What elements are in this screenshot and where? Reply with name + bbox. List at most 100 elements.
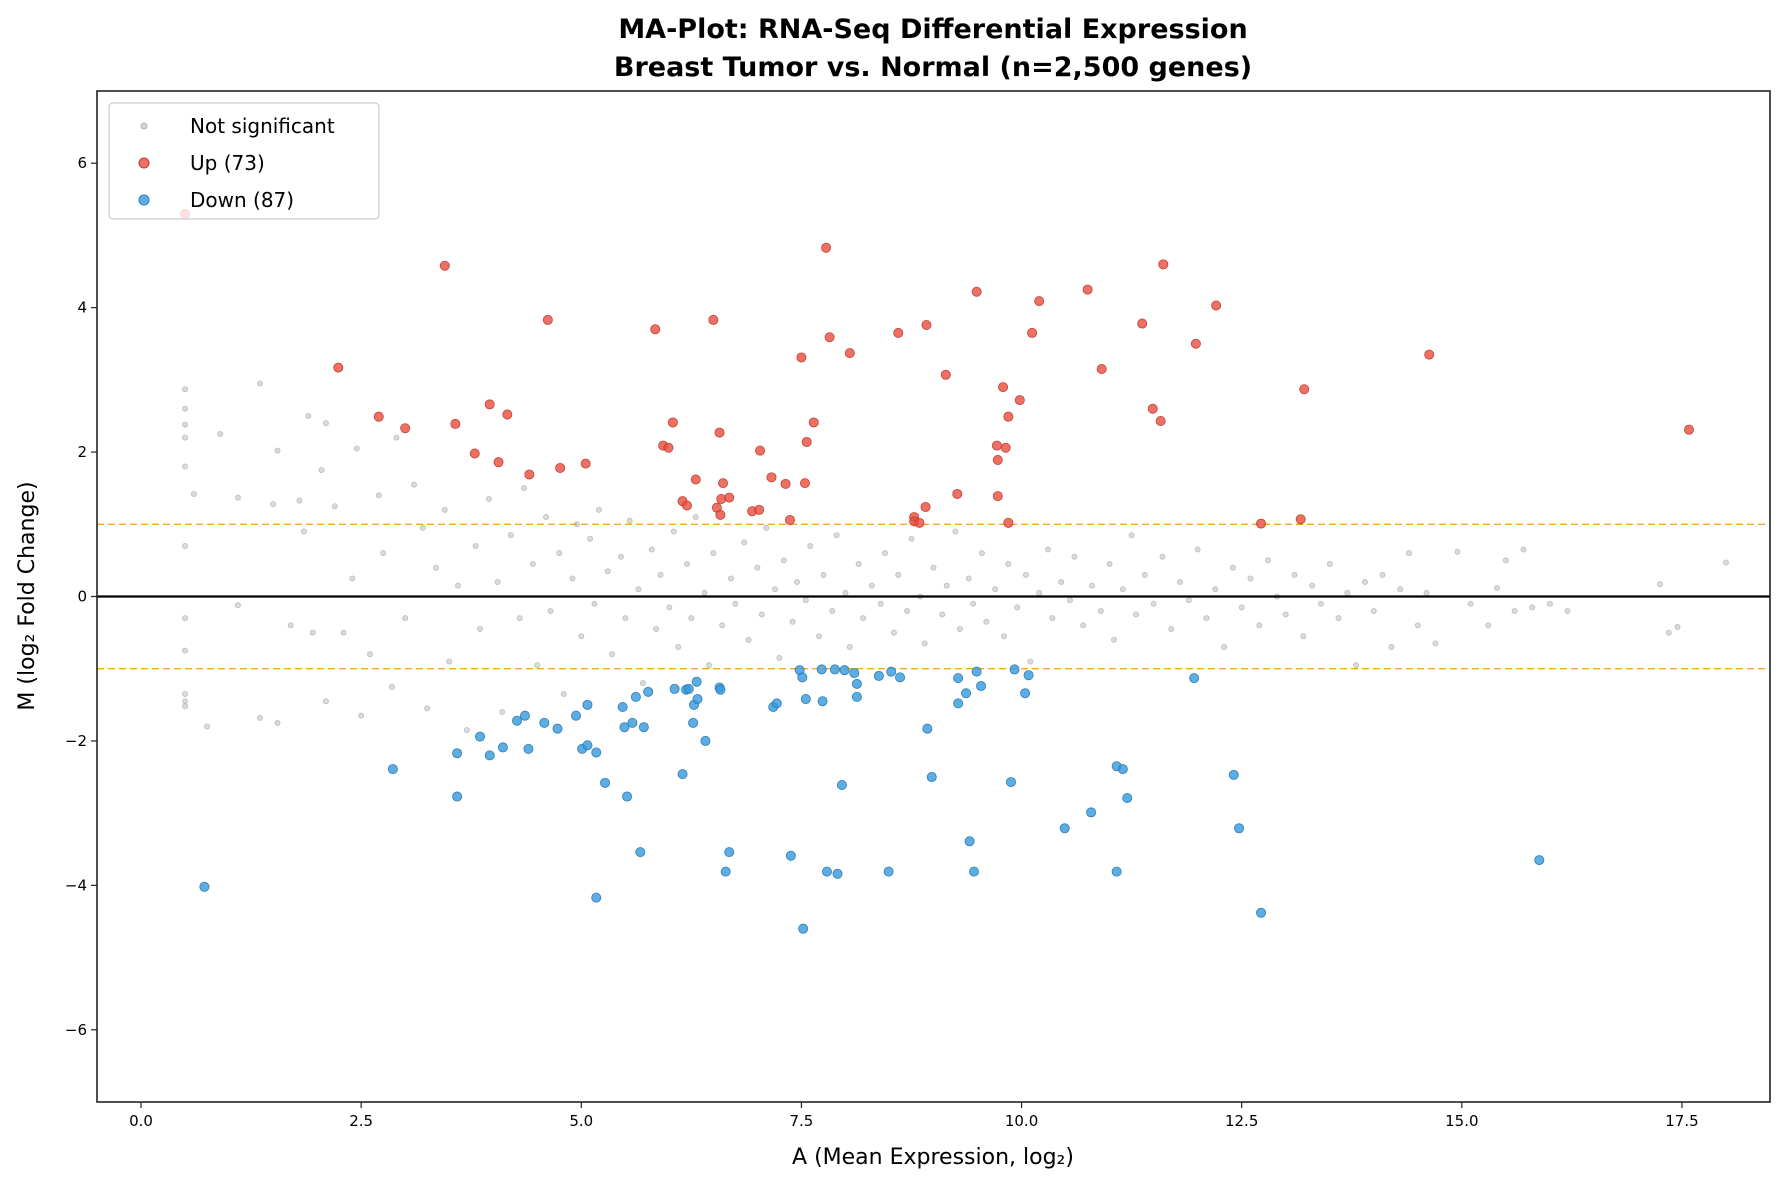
point-not-significant	[366, 651, 373, 658]
point-not-significant	[1177, 579, 1184, 586]
chart-title-line-2: Breast Tumor vs. Normal (n=2,500 genes)	[614, 52, 1252, 83]
x-tick-label: 2.5	[349, 1112, 373, 1130]
point-up	[484, 399, 495, 410]
point-not-significant	[182, 542, 189, 549]
point-down	[817, 696, 828, 707]
point-not-significant	[234, 494, 241, 501]
point-not-significant	[296, 497, 303, 504]
y-tick-label: −6	[65, 1021, 87, 1039]
point-up	[992, 455, 1003, 466]
legend-label-not-significant: Not significant	[190, 114, 335, 138]
point-not-significant	[952, 528, 959, 535]
point-not-significant	[1027, 658, 1034, 665]
point-up	[1299, 384, 1310, 395]
point-up	[715, 509, 726, 520]
point-not-significant	[604, 568, 611, 575]
point-down	[821, 866, 832, 877]
point-not-significant	[639, 680, 646, 687]
point-down	[829, 664, 840, 675]
point-not-significant	[578, 633, 585, 640]
point-not-significant	[710, 550, 717, 557]
point-up	[681, 500, 692, 511]
chart-title-line-1: MA-Plot: RNA-Seq Differential Expression	[618, 14, 1247, 45]
point-not-significant	[393, 434, 400, 441]
point-not-significant	[309, 629, 316, 636]
point-not-significant	[1529, 604, 1536, 611]
point-not-significant	[1000, 633, 1007, 640]
point-down	[971, 666, 982, 677]
point-down	[839, 665, 850, 676]
point-down	[630, 691, 641, 702]
point-not-significant	[1133, 611, 1140, 618]
point-not-significant	[573, 521, 580, 528]
point-not-significant	[1291, 571, 1298, 578]
point-up	[493, 457, 504, 468]
point-not-significant	[318, 467, 325, 474]
point-not-significant	[807, 542, 814, 549]
point-not-significant	[820, 571, 827, 578]
point-down	[1534, 855, 1545, 866]
point-not-significant	[1256, 622, 1263, 629]
point-not-significant	[190, 490, 197, 497]
point-down	[475, 731, 486, 742]
point-not-significant	[1454, 548, 1461, 555]
point-down	[683, 683, 694, 694]
point-down	[619, 722, 630, 733]
point-up	[524, 469, 535, 480]
legend: Not significant Up (73) Down (87)	[108, 102, 380, 220]
point-down	[961, 688, 972, 699]
point-not-significant	[1502, 557, 1509, 564]
point-not-significant	[1058, 579, 1065, 586]
point-up	[400, 423, 411, 434]
point-down	[895, 672, 906, 683]
point-not-significant	[402, 615, 409, 622]
point-not-significant	[1414, 622, 1421, 629]
point-not-significant	[595, 506, 602, 513]
point-not-significant	[1511, 607, 1518, 614]
point-up	[1082, 284, 1093, 295]
point-up	[766, 472, 777, 483]
point-up	[1683, 424, 1694, 435]
legend-marker-not-significant	[140, 122, 148, 130]
point-not-significant	[1379, 571, 1386, 578]
point-up	[1137, 318, 1148, 329]
point-not-significant	[234, 602, 241, 609]
point-not-significant	[182, 647, 189, 654]
point-not-significant	[1300, 633, 1307, 640]
point-not-significant	[1119, 586, 1126, 593]
point-down	[643, 686, 654, 697]
point-up	[1155, 416, 1166, 427]
point-down	[677, 769, 688, 780]
point-down	[964, 836, 975, 847]
point-not-significant	[419, 524, 426, 531]
point-not-significant	[1080, 622, 1087, 629]
point-not-significant	[494, 579, 501, 586]
point-not-significant	[890, 629, 897, 636]
point-not-significant	[1344, 589, 1351, 596]
point-up	[373, 411, 384, 422]
x-axis-label: A (Mean Expression, log₂)	[792, 1145, 1074, 1170]
legend-marker-down	[138, 194, 150, 206]
point-not-significant	[1071, 553, 1078, 560]
point-not-significant	[1353, 662, 1360, 669]
point-not-significant	[349, 575, 356, 582]
point-not-significant	[485, 496, 492, 503]
point-not-significant	[300, 528, 307, 535]
point-not-significant	[270, 501, 277, 508]
point-not-significant	[1141, 571, 1148, 578]
point-down	[582, 699, 593, 710]
point-down	[539, 717, 550, 728]
point-not-significant	[1520, 546, 1527, 553]
point-down	[1111, 866, 1122, 877]
point-not-significant	[441, 506, 448, 513]
point-not-significant	[1388, 644, 1395, 651]
series-up	[180, 208, 1694, 529]
point-not-significant	[1097, 607, 1104, 614]
point-up	[1424, 349, 1435, 360]
point-not-significant	[358, 712, 365, 719]
point-not-significant	[653, 625, 660, 632]
point-down	[724, 847, 735, 858]
point-not-significant	[322, 420, 329, 427]
point-up	[952, 488, 963, 499]
point-up	[1003, 517, 1014, 528]
